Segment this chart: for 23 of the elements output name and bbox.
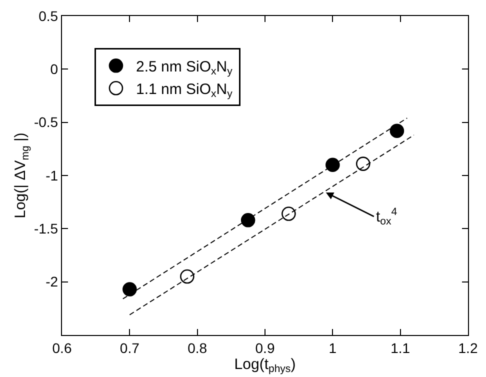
legend-label: 1.1 nm SiO$_{x}$N$_{y}$	[136, 81, 234, 100]
x-tick-label: 0.6	[52, 340, 72, 356]
point	[240, 213, 256, 228]
point	[180, 269, 194, 284]
y-tick-label: 0.5	[38, 8, 58, 24]
y-tick-label: -1.5	[34, 220, 58, 237]
x-tick-label: 1	[328, 340, 337, 356]
x-tick-label: 0.8	[188, 340, 208, 356]
x-tick-label: 0.9	[255, 340, 275, 356]
y-tick-label: -1	[46, 167, 58, 184]
x-axis-title: Log(t$_{phys}$)	[234, 356, 296, 376]
legend-label: 2.5 nm SiO$_{x}$N$_{y}$	[136, 58, 234, 78]
x-tick-label: 1.2	[458, 340, 478, 356]
point	[122, 282, 137, 296]
x-tick-label: 1.1	[390, 340, 410, 356]
point	[390, 124, 404, 138]
point	[282, 206, 296, 221]
point	[356, 156, 370, 171]
y-tick-label: -0.5	[34, 114, 58, 130]
x-tick-label: 0.7	[120, 340, 140, 356]
point	[326, 158, 340, 172]
y-tick-label: 0	[50, 61, 58, 78]
y-tick-label: -2	[46, 274, 58, 290]
